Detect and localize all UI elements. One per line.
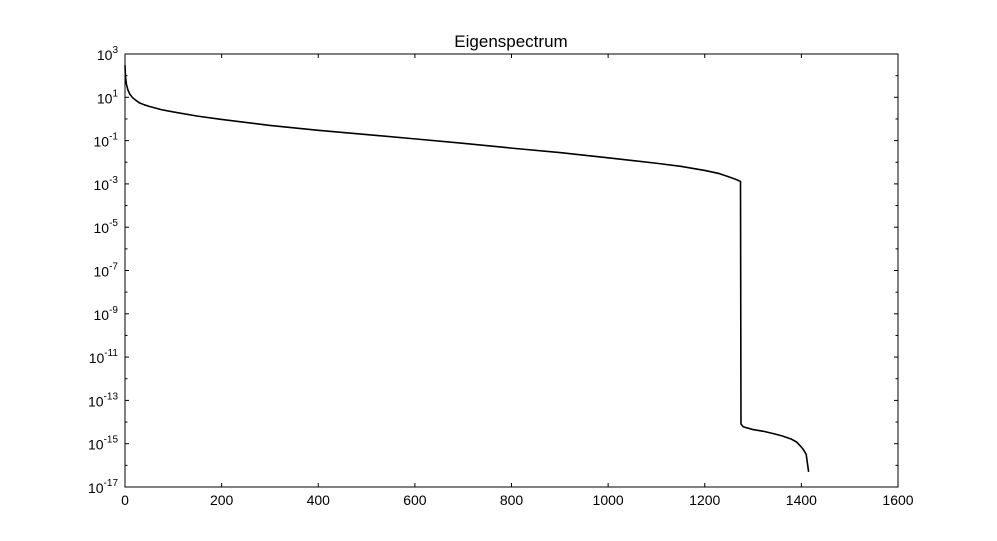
x-tick-label: 0 xyxy=(121,492,129,508)
y-tick-label: 10-9 xyxy=(94,305,119,323)
y-tick-label: 10-15 xyxy=(88,435,118,453)
x-tick-label: 400 xyxy=(307,492,331,508)
plot-frame xyxy=(124,53,899,488)
y-tick-label: 10-13 xyxy=(88,391,118,409)
x-tick-label: 800 xyxy=(500,492,524,508)
series-line-0 xyxy=(124,65,810,472)
y-tick-label: 103 xyxy=(97,45,119,63)
axis-layer: 0 200 400 600 800 1000 1200 1400 160010310110-11… xyxy=(88,45,914,508)
x-tick-label: 1200 xyxy=(689,492,720,508)
y-tick-label: 10-7 xyxy=(94,262,119,280)
y-tick-label: 10-3 xyxy=(94,175,119,193)
x-tick-label: 1000 xyxy=(593,492,624,508)
y-tick-label: 101 xyxy=(97,88,119,106)
series-layer xyxy=(124,65,810,472)
chart-title: Eigenspectrum xyxy=(454,32,567,51)
x-tick-label: 600 xyxy=(403,492,427,508)
x-tick-label: 1400 xyxy=(786,492,817,508)
x-tick-label: 1600 xyxy=(882,492,913,508)
y-tick-label: 10-1 xyxy=(94,132,119,150)
y-tick-label: 10-11 xyxy=(89,348,119,366)
x-tick-label: 200 xyxy=(210,492,234,508)
y-tick-label: 10-5 xyxy=(94,218,119,236)
y-tick-label: 10-17 xyxy=(88,478,118,496)
